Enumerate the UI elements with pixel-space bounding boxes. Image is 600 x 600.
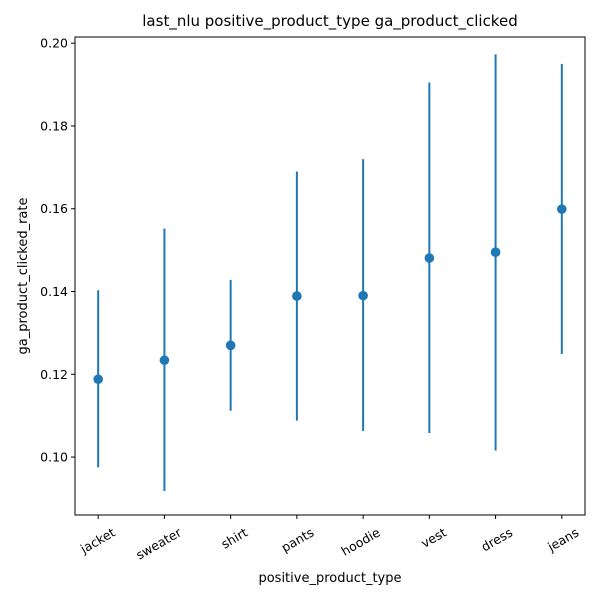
data-point-vest <box>424 253 435 263</box>
y-tick-label: 0.18 <box>40 118 68 133</box>
y-tick-label: 0.10 <box>40 450 68 465</box>
data-point-jacket <box>93 374 103 385</box>
y-tick-label: 0.14 <box>40 284 68 299</box>
y-tick-label: 0.12 <box>40 367 68 382</box>
y-tick-label: 0.16 <box>40 201 68 216</box>
plot-area: 0.10 0.12 0.14 0.16 0.18 0.20 jacket sweater shi… <box>40 36 586 563</box>
y-tick-label: 0.20 <box>40 36 68 51</box>
y-axis-label: ga_product_clicked_rate <box>16 198 31 355</box>
x-tick-label-vest: vest <box>418 525 449 551</box>
x-tick-label-dress: dress <box>479 525 516 555</box>
chart-title: last_nlu positive_product_type ga_produc… <box>142 12 517 31</box>
data-point-pants <box>292 291 302 301</box>
plot-frame <box>74 36 586 516</box>
x-tick-label-shirt: shirt <box>218 525 250 552</box>
x-axis-label: positive_product_type <box>258 571 401 586</box>
x-tick-label-jeans: jeans <box>544 525 581 555</box>
data-point-sweater <box>159 355 170 366</box>
x-tick-label-jacket: jacket <box>77 525 118 557</box>
x-tick-label-hoodie: hoodie <box>338 524 382 558</box>
x-tick-label-pants: pants <box>279 525 317 555</box>
data-point-shirt <box>225 340 236 351</box>
data-point-dress <box>490 247 501 258</box>
data-point-jeans <box>557 204 567 214</box>
data-point-hoodie <box>358 290 368 301</box>
x-tick-label-sweater: sweater <box>133 524 184 562</box>
